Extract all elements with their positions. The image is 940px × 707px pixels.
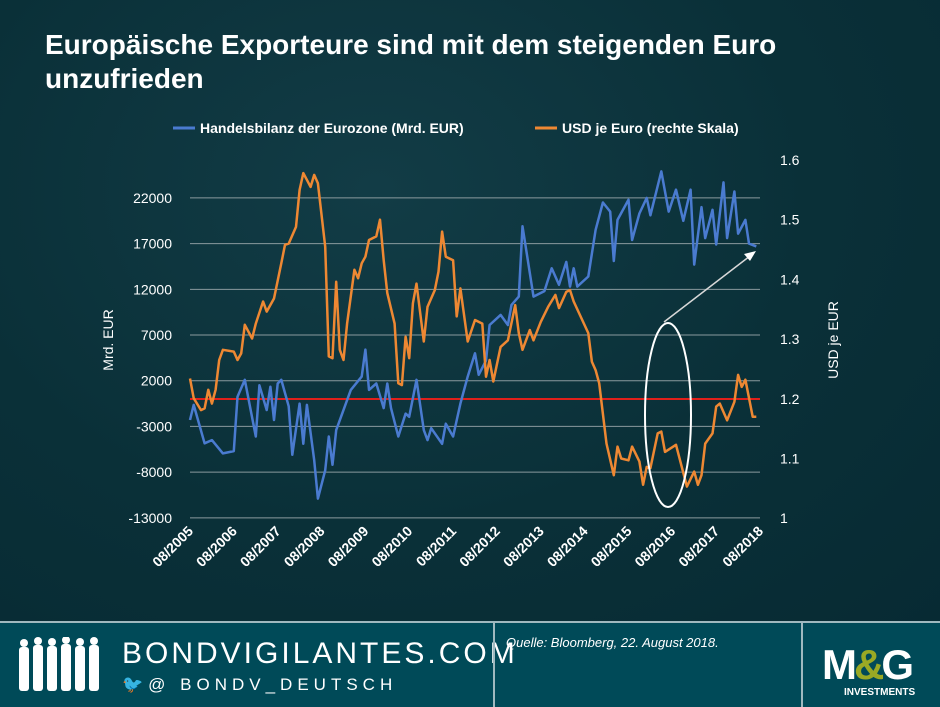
x-tick-label: 08/2011 xyxy=(413,523,460,570)
y-left-tick-label: 12000 xyxy=(133,281,172,297)
twitter-handle[interactable]: 🐦@ BONDV_DEUTSCH xyxy=(122,675,398,694)
x-tick-label: 08/2006 xyxy=(193,523,240,570)
x-tick-label: 08/2018 xyxy=(719,523,766,570)
y-axis-left-title: Mrd. EUR xyxy=(100,309,116,370)
arrow-head-icon xyxy=(744,251,756,261)
x-tick-label: 08/2010 xyxy=(368,523,415,570)
y-left-tick-label: -8000 xyxy=(136,464,172,480)
divider xyxy=(801,623,803,707)
y-right-tick-label: 1.2 xyxy=(780,391,800,407)
y-right-tick-label: 1.6 xyxy=(780,152,800,168)
y-axis-right-title: USD je EUR xyxy=(825,301,841,379)
y-left-tick-label: 7000 xyxy=(141,327,172,343)
mg-logo: M&G INVESTMENTS xyxy=(822,641,916,698)
x-tick-label: 08/2005 xyxy=(149,523,196,570)
annotation-arrow xyxy=(663,255,751,323)
background xyxy=(0,0,940,630)
y-left-tick-label: 17000 xyxy=(133,236,172,252)
y-right-tick-label: 1.1 xyxy=(780,451,800,467)
twitter-bird-icon: 🐦 xyxy=(122,675,149,694)
footer: BONDVIGILANTES.COM 🐦@ BONDV_DEUTSCH Quel… xyxy=(0,621,940,707)
y-left-tick-label: -3000 xyxy=(136,418,172,434)
x-tick-label: 08/2016 xyxy=(631,523,678,570)
x-tick-label: 08/2014 xyxy=(544,523,591,570)
x-tick-label: 08/2009 xyxy=(324,523,371,570)
y-right-tick-label: 1 xyxy=(780,510,788,526)
x-tick-label: 08/2015 xyxy=(587,523,634,570)
y-left-tick-label: -13000 xyxy=(128,510,172,526)
x-tick-label: 08/2017 xyxy=(675,523,722,570)
x-tick-label: 08/2007 xyxy=(237,523,284,570)
source-note: Quelle: Bloomberg, 22. August 2018. xyxy=(506,635,719,650)
x-tick-label: 08/2012 xyxy=(456,523,503,570)
series-line-trade-balance xyxy=(188,170,757,500)
divider xyxy=(493,623,495,707)
x-tick-label: 08/2008 xyxy=(281,523,328,570)
series-line-usd-eur xyxy=(188,171,757,488)
y-right-tick-label: 1.3 xyxy=(780,331,800,347)
people-silhouette-icon xyxy=(19,637,99,691)
page-title: Europäische Exporteure sind mit dem stei… xyxy=(45,29,777,94)
y-left-tick-label: 22000 xyxy=(133,190,172,206)
site-link[interactable]: BONDVIGILANTES.COM xyxy=(122,637,518,670)
legend: Handelsbilanz der Eurozone (Mrd. EUR) US… xyxy=(173,120,739,136)
x-tick-label: 08/2013 xyxy=(500,523,547,570)
y-right-tick-label: 1.4 xyxy=(780,271,800,287)
chart: 22000 17000 12000 7000 2000 -3000 -8000 -13000 1… xyxy=(100,120,841,570)
legend-label-trade-balance: Handelsbilanz der Eurozone (Mrd. EUR) xyxy=(200,120,464,136)
y-right-tick-label: 1.5 xyxy=(780,212,800,228)
legend-label-usd-eur: USD je Euro (rechte Skala) xyxy=(562,120,739,136)
highlight-ellipse xyxy=(644,322,692,508)
y-left-tick-label: 2000 xyxy=(141,373,172,389)
